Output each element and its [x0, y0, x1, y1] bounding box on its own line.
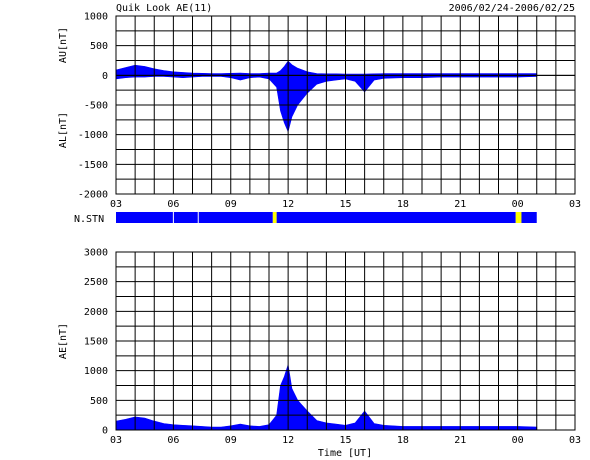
nstn-segment-data [276, 212, 516, 223]
au-al-ytick-label: -2000 [78, 190, 108, 201]
au-al-xtick-label: 15 [339, 199, 351, 210]
ae-frame [115, 251, 576, 431]
ae-xtick-label: 12 [282, 435, 294, 446]
nstn-segment-data [116, 212, 174, 223]
au-al-ytick-label: 1000 [84, 12, 108, 23]
al-ylabel: AL[nT] [58, 112, 69, 148]
ae-xtick-label: 15 [339, 435, 351, 446]
nstn-segment-data [521, 212, 537, 223]
ae-xtick-label: 09 [225, 435, 237, 446]
au-al-ytick-label: -1000 [78, 130, 108, 141]
nstn-segment-data [198, 212, 273, 223]
nstn-segment-gap [515, 212, 522, 223]
ae-ytick-label: 500 [90, 396, 108, 407]
nstn-segment-data [173, 212, 199, 223]
au-al-ytick-label: -500 [84, 101, 108, 112]
ae-xtick-label: 21 [454, 435, 466, 446]
nstn-segment-gap [272, 212, 277, 223]
ae-xtick-label: 06 [167, 435, 179, 446]
au-al-xtick-label: 03 [569, 199, 581, 210]
au-al-frame [115, 15, 576, 195]
au-al-ytick-label: -1500 [78, 160, 108, 171]
au-al-xtick-label: 12 [282, 199, 294, 210]
au-al-xtick-label: 09 [225, 199, 237, 210]
au-al-xtick-label: 21 [454, 199, 466, 210]
au-al-xtick-label: 03 [110, 199, 122, 210]
ae-xtick-label: 18 [397, 435, 409, 446]
au-al-xtick-label: 00 [512, 199, 524, 210]
ae-ytick-label: 1500 [84, 337, 108, 348]
ae-xlabel: Time [UT] [318, 448, 372, 459]
nstn-panel [116, 212, 537, 223]
date-range: 2006/02/24-2006/02/25 [449, 3, 575, 14]
au-al-xtick-label: 18 [397, 199, 409, 210]
ae-ytick-label: 3000 [84, 248, 108, 259]
ae-ytick-label: 2000 [84, 307, 108, 318]
ae-ytick-label: 0 [102, 426, 108, 437]
nstn-label: N.STN [74, 214, 104, 225]
chart-title: Quik Look AE(11) [116, 3, 212, 14]
ae-ytick-label: 2500 [84, 277, 108, 288]
au-al-ytick-label: 500 [90, 41, 108, 52]
ae-xtick-label: 03 [110, 435, 122, 446]
ae-xtick-label: 00 [512, 435, 524, 446]
ae-xtick-label: 03 [569, 435, 581, 446]
au-al-ytick-label: 0 [102, 71, 108, 82]
au-al-xtick-label: 06 [167, 199, 179, 210]
ae-ylabel: AE[nT] [58, 323, 69, 359]
ae-ytick-label: 1000 [84, 366, 108, 377]
au-ylabel: AU[nT] [58, 27, 69, 63]
